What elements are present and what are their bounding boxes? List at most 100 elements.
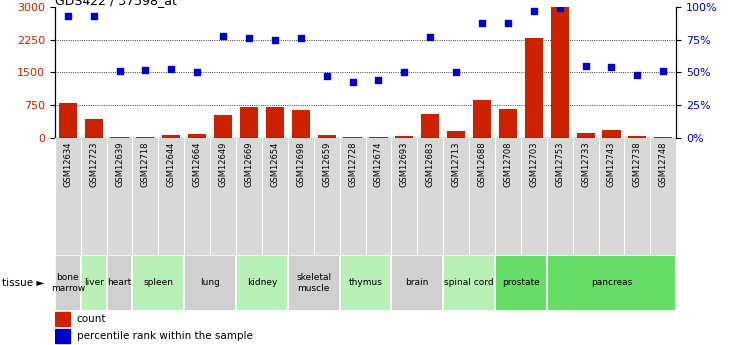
Point: [373, 78, 385, 83]
Point: [295, 36, 306, 41]
Text: prostate: prostate: [502, 278, 539, 287]
Point: [346, 79, 358, 85]
Text: GSM12674: GSM12674: [374, 141, 383, 187]
Text: GSM12634: GSM12634: [64, 141, 72, 187]
Text: kidney: kidney: [247, 278, 277, 287]
Point: [528, 8, 539, 13]
Bar: [236, 255, 288, 310]
Text: GSM12733: GSM12733: [581, 141, 590, 187]
Text: heart: heart: [107, 278, 132, 287]
Text: GSM12738: GSM12738: [633, 141, 642, 187]
Point: [217, 33, 229, 39]
Text: GSM12693: GSM12693: [400, 141, 409, 187]
Bar: [55, 329, 70, 343]
Bar: [369, 137, 387, 138]
Point: [580, 63, 591, 69]
Point: [165, 66, 177, 71]
Text: brain: brain: [406, 278, 429, 287]
Text: GSM12639: GSM12639: [115, 141, 124, 187]
Bar: [547, 255, 676, 310]
Bar: [288, 255, 340, 310]
Text: spinal cord: spinal cord: [444, 278, 494, 287]
Text: liver: liver: [83, 278, 104, 287]
Text: GSM12723: GSM12723: [89, 141, 98, 187]
Bar: [577, 133, 594, 138]
Bar: [602, 130, 621, 138]
Text: GDS422 / 37598_at: GDS422 / 37598_at: [55, 0, 177, 7]
Bar: [525, 38, 543, 138]
Point: [321, 73, 333, 79]
Text: GSM12703: GSM12703: [529, 141, 538, 187]
Text: skeletal
muscle: skeletal muscle: [296, 273, 331, 293]
Bar: [55, 255, 80, 310]
Text: GSM12708: GSM12708: [504, 141, 512, 187]
Text: GSM12644: GSM12644: [167, 141, 176, 187]
Text: GSM12683: GSM12683: [425, 141, 435, 187]
Point: [140, 67, 151, 72]
Text: pancreas: pancreas: [591, 278, 632, 287]
Bar: [110, 137, 129, 138]
Point: [62, 13, 74, 19]
Text: GSM12659: GSM12659: [322, 141, 331, 187]
Bar: [628, 136, 646, 138]
Point: [192, 70, 203, 75]
Bar: [344, 137, 362, 138]
Text: GSM12728: GSM12728: [348, 141, 357, 187]
Text: GSM12669: GSM12669: [244, 141, 254, 187]
Text: GSM12748: GSM12748: [659, 141, 667, 187]
Text: GSM12713: GSM12713: [452, 141, 461, 187]
Text: GSM12649: GSM12649: [219, 141, 227, 187]
Point: [88, 13, 99, 19]
Text: thymus: thymus: [349, 278, 382, 287]
Point: [657, 68, 669, 74]
Bar: [107, 255, 132, 310]
Text: bone
marrow: bone marrow: [50, 273, 85, 293]
Bar: [443, 255, 495, 310]
Bar: [85, 119, 103, 138]
Bar: [499, 109, 517, 138]
Text: tissue ►: tissue ►: [2, 278, 45, 288]
Bar: [214, 115, 232, 138]
Point: [476, 20, 488, 26]
Text: GSM12688: GSM12688: [477, 141, 487, 187]
Point: [398, 70, 410, 75]
Point: [269, 37, 281, 42]
Point: [632, 72, 643, 78]
Bar: [654, 137, 673, 138]
Bar: [55, 312, 70, 326]
Text: GSM12664: GSM12664: [193, 141, 202, 187]
Bar: [184, 255, 236, 310]
Bar: [58, 103, 77, 138]
Bar: [473, 100, 491, 138]
Bar: [80, 255, 107, 310]
Point: [605, 65, 617, 70]
Bar: [391, 255, 443, 310]
Bar: [421, 115, 439, 138]
Text: lung: lung: [200, 278, 220, 287]
Bar: [240, 107, 258, 138]
Bar: [266, 107, 284, 138]
Text: GSM12743: GSM12743: [607, 141, 616, 187]
Bar: [395, 136, 414, 138]
Text: GSM12753: GSM12753: [555, 141, 564, 187]
Point: [554, 6, 566, 11]
Text: GSM12654: GSM12654: [270, 141, 279, 187]
Point: [450, 70, 462, 75]
Bar: [162, 135, 181, 138]
Bar: [550, 7, 569, 138]
Bar: [340, 255, 391, 310]
Text: count: count: [77, 314, 106, 324]
Point: [114, 68, 126, 74]
Bar: [137, 137, 154, 138]
Text: percentile rank within the sample: percentile rank within the sample: [77, 332, 252, 341]
Text: GSM12718: GSM12718: [141, 141, 150, 187]
Point: [502, 20, 514, 26]
Bar: [317, 135, 336, 138]
Text: GSM12698: GSM12698: [296, 141, 306, 187]
Bar: [188, 134, 206, 138]
Point: [243, 36, 255, 41]
Bar: [132, 255, 184, 310]
Bar: [292, 110, 310, 138]
Bar: [447, 131, 465, 138]
Point: [425, 34, 436, 40]
